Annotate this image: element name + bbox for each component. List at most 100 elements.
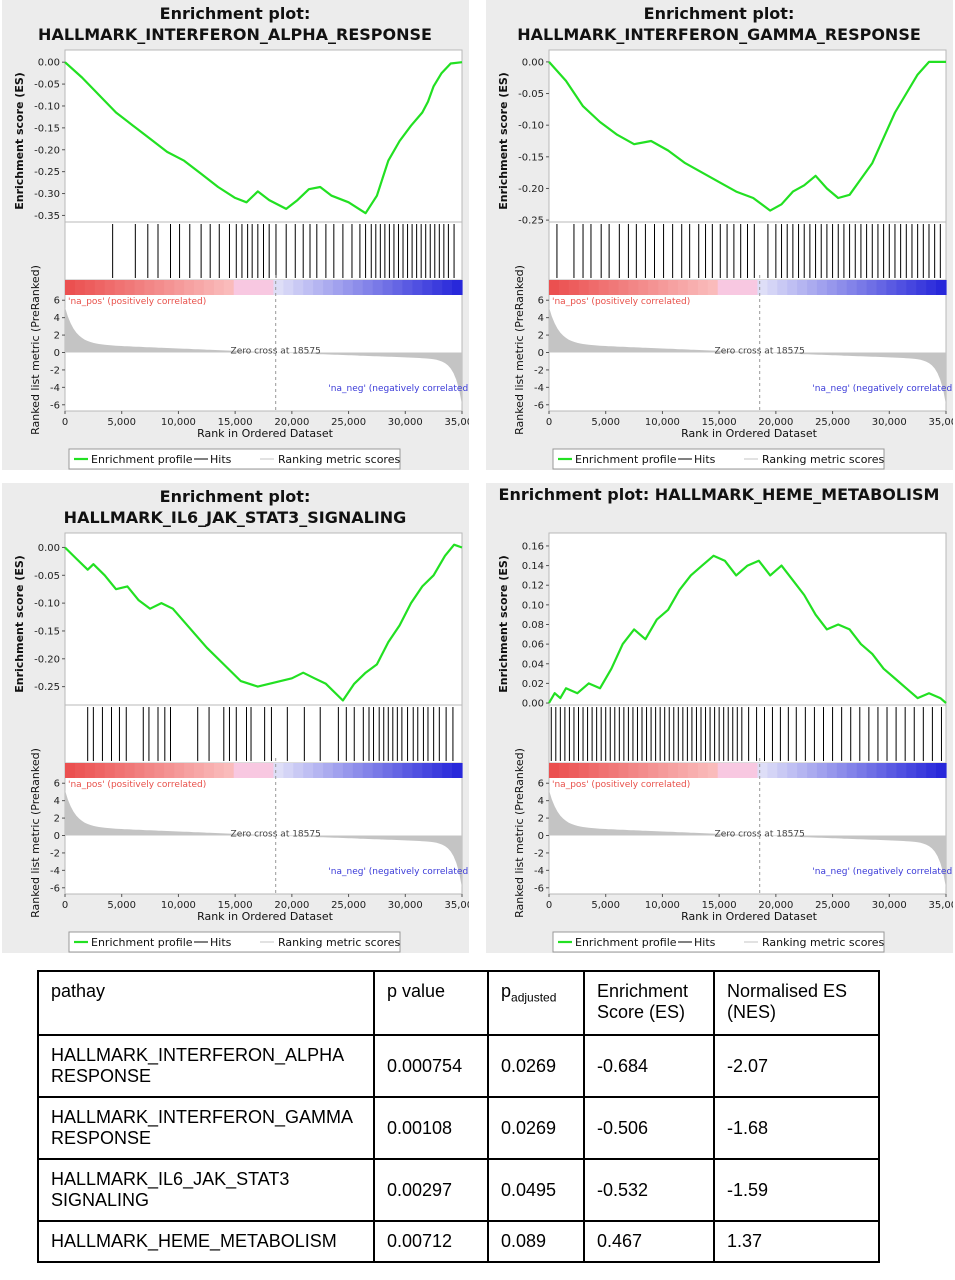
color-bar-segment [826, 280, 838, 295]
color-bar-segment [767, 280, 778, 295]
color-bar-segment [787, 763, 798, 778]
color-bar-segment [134, 280, 145, 295]
cell-nes: 1.37 [713, 1220, 880, 1263]
metric-tick-label: 0 [54, 831, 60, 842]
cell-padj: 0.0269 [487, 1096, 585, 1160]
color-bar-segment [134, 763, 145, 778]
color-bar-segment [382, 763, 394, 778]
es-tick-label: -0.25 [34, 682, 60, 693]
color-bar-segment [174, 763, 185, 778]
color-bar-segment [717, 280, 729, 295]
legend-hits-label: Hits [210, 453, 232, 466]
color-bar-segment [866, 280, 878, 295]
color-bar-segment [164, 763, 175, 778]
color-bar-segment [727, 763, 739, 778]
color-bar-segment [856, 280, 868, 295]
na-pos-label: 'na_pos' (positively correlated) [68, 297, 206, 307]
metric-tick-label: -4 [50, 383, 60, 394]
es-tick-label: -0.25 [518, 216, 544, 227]
enrichment-plot-1: Enrichment plot: HALLMARK_INTERFERON_ALPH… [13, 4, 469, 470]
plot-title-line: HALLMARK_INTERFERON_GAMMA_RESPONSE [517, 25, 921, 44]
x-tick-label: 20,000 [758, 900, 793, 911]
color-bar-segment [342, 763, 354, 778]
color-bar-segment [876, 280, 888, 295]
color-bar-segment [707, 280, 719, 295]
ranking-metric-area [65, 790, 462, 888]
na-pos-label: 'na_pos' (positively correlated) [552, 297, 690, 307]
metric-tick-label: 4 [54, 313, 60, 324]
x-tick-label: 15,000 [702, 417, 737, 428]
ranking-metric-area [549, 307, 946, 405]
enrichment-panel-3: Enrichment plot: HALLMARK_IL6_JAK_STAT3_S… [2, 483, 469, 953]
na-neg-label: 'na_neg' (negatively correlated) [812, 867, 953, 877]
color-bar-segment [936, 280, 947, 295]
enrichment-panel-4: Enrichment plot: HALLMARK_HEME_METABOLIS… [486, 483, 953, 953]
x-tick-label: 25,000 [815, 417, 850, 428]
plot-title-line: Enrichment plot: [160, 487, 311, 506]
color-bar-segment [697, 763, 709, 778]
plot-title-line: Enrichment plot: [644, 4, 795, 23]
color-bar-segment [578, 763, 590, 778]
color-bar-segment [846, 280, 858, 295]
color-bar-segment [936, 763, 947, 778]
color-bar-segment [392, 280, 404, 295]
es-tick-label: -0.10 [34, 101, 60, 112]
x-tick-label: 5,000 [107, 900, 136, 911]
es-tick-label: -0.20 [518, 184, 544, 195]
color-bar-segment [124, 763, 136, 778]
color-bar-segment [906, 280, 917, 295]
color-bar-segment [687, 280, 699, 295]
color-bar-segment [658, 280, 669, 295]
legend-box [552, 931, 885, 953]
metric-tick-label: 4 [538, 796, 544, 807]
header-es: Enrichment Score (ES) [583, 970, 715, 1036]
legend-metric-label: Ranking metric scores [278, 936, 400, 949]
color-bar-segment [84, 280, 96, 295]
zero-cross-label: Zero cross at 18575 [715, 347, 805, 357]
x-tick-label: 20,000 [274, 900, 309, 911]
legend-profile-label: Enrichment profile [575, 453, 677, 466]
metric-axis-label: Ranked list metric (PreRanked) [29, 748, 42, 918]
metric-tick-label: 2 [54, 814, 60, 825]
metric-tick-label: 6 [538, 779, 544, 790]
header-nes: Normalised ES (NES) [713, 970, 880, 1036]
color-bar-segment [332, 763, 344, 778]
header-padjusted: padjusted [487, 970, 585, 1036]
es-tick-label: 0.06 [522, 640, 544, 651]
results-table: pathay p value padjusted Enrichment Scor… [37, 970, 880, 1263]
color-bar-segment [807, 763, 818, 778]
color-bar-segment [452, 280, 463, 295]
color-bar-segment [94, 280, 106, 295]
legend-hits-label: Hits [210, 936, 232, 949]
color-bar-segment [184, 280, 195, 295]
x-tick-label: 10,000 [161, 417, 196, 428]
cell-pvalue: 0.000754 [373, 1034, 489, 1098]
color-bar-segment [558, 280, 570, 295]
color-bar-segment [608, 763, 620, 778]
cell-es: -0.532 [583, 1158, 715, 1222]
na-pos-label: 'na_pos' (positively correlated) [68, 780, 206, 790]
color-bar-segment [836, 763, 848, 778]
color-bar-segment [777, 763, 788, 778]
x-tick-label: 25,000 [815, 900, 850, 911]
na-pos-label: 'na_pos' (positively correlated) [552, 780, 690, 790]
metric-tick-label: -2 [50, 848, 60, 859]
es-axis-label: Enrichment score (ES) [497, 72, 510, 210]
cell-nes: -1.59 [713, 1158, 880, 1222]
color-bar-segment [233, 763, 245, 778]
enrichment-panel-2: Enrichment plot: HALLMARK_INTERFERON_GAMM… [486, 0, 953, 470]
plot-title-line: HALLMARK_INTERFERON_ALPHA_RESPONSE [38, 25, 432, 44]
metric-tick-label: 2 [538, 331, 544, 342]
color-bar-segment [412, 763, 423, 778]
enrichment-profile-line [64, 61, 463, 215]
es-tick-label: -0.20 [34, 654, 60, 665]
color-bar-segment [313, 280, 324, 295]
metric-tick-label: -2 [534, 365, 544, 376]
color-bar-segment [144, 280, 155, 295]
x-tick-label: 35,000 [445, 900, 470, 911]
color-bar-segment [203, 763, 215, 778]
es-tick-label: -0.10 [518, 121, 544, 132]
es-tick-label: -0.20 [34, 145, 60, 156]
color-bar-segment [452, 763, 463, 778]
color-bar-segment [588, 763, 600, 778]
